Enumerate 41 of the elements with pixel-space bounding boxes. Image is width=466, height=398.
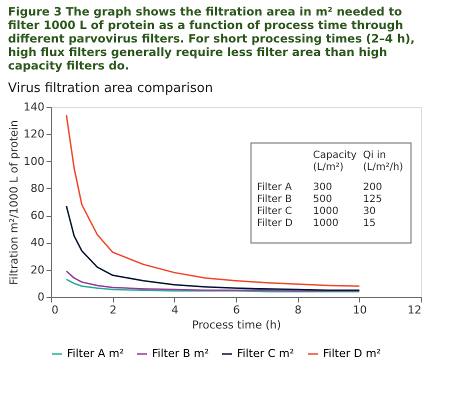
legend-label: Filter C m² (237, 347, 294, 360)
annotation: 125 (363, 194, 382, 205)
annotation: 500 (313, 194, 332, 205)
annotation: Filter A (257, 182, 292, 193)
x-tick-label: 4 (171, 304, 178, 316)
x-tick-label: 6 (233, 304, 240, 316)
chart-title: Virus filtration area comparison (8, 81, 213, 96)
y-tick-label: 0 (38, 290, 44, 304)
annotation: 1000 (313, 206, 338, 217)
y-tick-label: 120 (24, 128, 44, 141)
annotation: 300 (313, 182, 332, 193)
annotation: Capacity (L/m²) (313, 150, 357, 173)
caption: Figure 3 The graph shows the filtration area in m² needed to filter 1000 L of protein as a function of process time through different parvovirus filters. For short processing times (2–4 h), high flux filters generally require less filter area than high capacity filters do. (8, 4, 415, 72)
x-tick-label: 2 (110, 304, 117, 316)
annotation: Filter B (257, 194, 292, 205)
y-tick-label: 100 (24, 154, 44, 168)
legend-label: Filter B m² (152, 347, 209, 360)
line-series (66, 270, 360, 292)
annotation: Qi in (L/m²/h) (363, 150, 404, 173)
line-series (66, 205, 360, 291)
legend-label: Filter D m² (323, 347, 381, 360)
annotation: 1000 (313, 218, 338, 229)
y-tick-label: 20 (30, 263, 44, 276)
y-tick-label: 40 (30, 236, 44, 250)
annotation: 30 (363, 206, 376, 217)
x-tick-label: 8 (294, 304, 302, 316)
y-tick-label: 80 (30, 182, 44, 195)
x-axis-title: Process time (h) (192, 318, 282, 332)
x-tick-label: 0 (52, 304, 58, 316)
annotation: Filter D (257, 218, 293, 229)
line-series (66, 278, 360, 292)
legend-label: Filter A m² (67, 347, 124, 360)
y-tick-label: 60 (30, 209, 44, 222)
y-axis-title: Filtration m²/1000 L of protein (8, 120, 21, 285)
line-series (66, 114, 360, 287)
y-tick-label: 140 (24, 100, 44, 114)
annotation: 15 (363, 218, 376, 229)
x-tick-label: 10 (352, 304, 367, 316)
annotation: 200 (363, 182, 382, 193)
x-tick-label: 12 (408, 304, 422, 316)
annotation: Filter C (257, 206, 292, 217)
